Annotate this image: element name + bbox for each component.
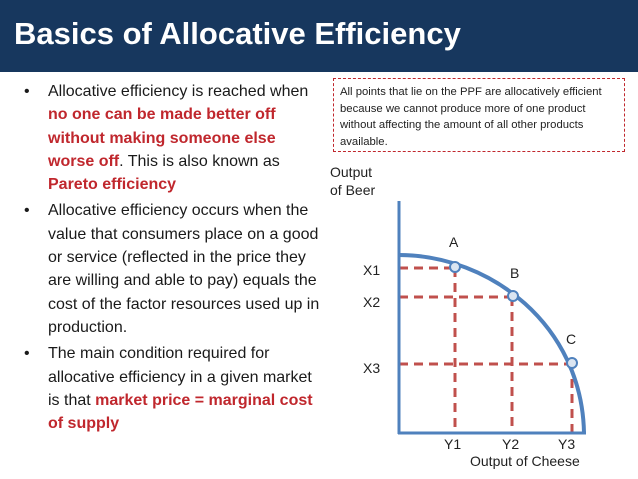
bullet-item: • The main condition required for alloca… xyxy=(22,342,322,435)
bullet-marker: • xyxy=(24,83,30,100)
note-text: All points that lie on the PPF are alloc… xyxy=(340,86,602,148)
bullet-emphasis: no one can be made better off without ma… xyxy=(48,106,276,170)
guide-lines xyxy=(399,266,574,433)
bullet-emphasis: market price = marginal cost of supply xyxy=(48,391,313,433)
bullet-text: . This is also known as xyxy=(119,152,280,170)
slide-title: Basics of Allocative Efficiency xyxy=(14,16,461,51)
title-bar: Basics of Allocative Efficiency xyxy=(0,0,638,72)
x-tick-y3: Y3 xyxy=(558,436,575,452)
y-axis-label: of Beer xyxy=(330,182,375,198)
bullet-marker: • xyxy=(24,345,30,363)
point-a-marker xyxy=(449,261,461,273)
y-tick-x2: X2 xyxy=(363,294,380,310)
point-label-b: B xyxy=(510,265,519,281)
y-tick-x1: X1 xyxy=(363,262,380,278)
bullet-item: • Allocative efficiency is reached when … xyxy=(22,80,322,196)
bullet-text: Allocative efficiency is reached when xyxy=(48,83,309,100)
bullet-text: The main condition required for allocati… xyxy=(48,345,312,409)
point-b-marker xyxy=(507,290,519,302)
bullet-marker: • xyxy=(24,202,30,220)
point-label-c: C xyxy=(566,331,576,347)
ppf-diagram: Output of Beer Output of Cheese A B C X1… xyxy=(330,164,586,469)
bullet-list: • Allocative efficiency is reached when … xyxy=(22,80,322,438)
point-label-a: A xyxy=(449,234,459,250)
ppf-note-box: All points that lie on the PPF are alloc… xyxy=(333,78,625,152)
x-tick-y2: Y2 xyxy=(502,436,519,452)
bullet-emphasis: Pareto efficiency xyxy=(48,176,177,194)
x-tick-y1: Y1 xyxy=(444,436,461,452)
y-tick-x3: X3 xyxy=(363,360,380,376)
ppf-curve xyxy=(398,253,586,434)
x-axis-label: Output of Cheese xyxy=(470,453,580,469)
bullet-item: • Allocative efficiency occurs when the … xyxy=(22,199,322,339)
point-c-marker xyxy=(566,357,578,369)
y-axis-label: Output xyxy=(330,164,372,180)
bullet-text: Allocative efficiency occurs when the va… xyxy=(48,202,320,336)
